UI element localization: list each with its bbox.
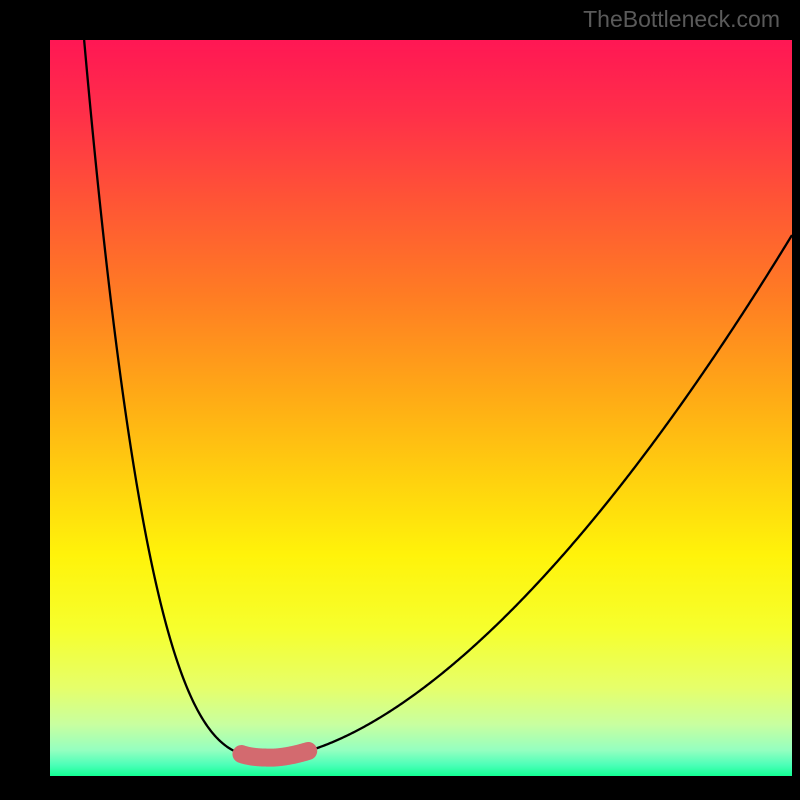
watermark-text: TheBottleneck.com [583, 6, 780, 33]
chart-container: TheBottleneck.com [0, 0, 800, 800]
plot-background-gradient [50, 40, 792, 776]
bottleneck-chart [0, 0, 800, 800]
optimum-highlight [241, 751, 308, 758]
